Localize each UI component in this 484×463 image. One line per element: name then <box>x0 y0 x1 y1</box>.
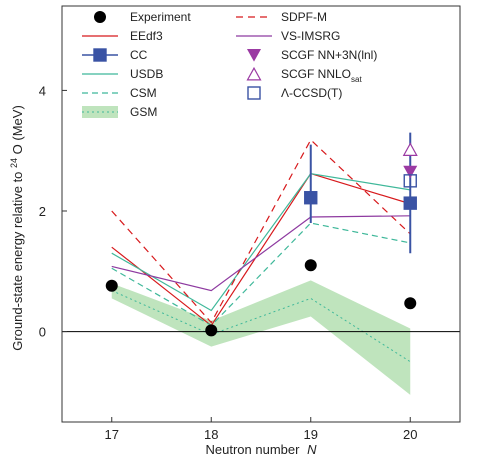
experiment-point <box>404 297 417 310</box>
usdb-line <box>111 172 411 312</box>
y-tick-label: 4 <box>39 83 46 98</box>
scgf-nnlo-point <box>402 142 418 156</box>
legend-gsm-label: GSM <box>130 105 157 119</box>
legend-gsm-swatch <box>82 106 118 118</box>
y-axis-label-text: Ground-state energy relative to <box>10 168 25 351</box>
x-axis-label-symbol: N <box>307 442 317 457</box>
legend-ccsd-t-marker <box>247 86 261 100</box>
legend-cc-marker <box>93 48 107 62</box>
legend-eedf3-label: EEdf3 <box>130 29 163 43</box>
error-bars-layer <box>309 132 412 254</box>
experiment-point <box>304 259 317 272</box>
legend-experiment-label: Experiment <box>130 10 191 24</box>
axes-layer: 17 18 19 20 024 Neutron number N Ground-sta… <box>5 5 461 457</box>
legend-scgf-nnlo-label: SCGF NNLOsat <box>281 67 362 84</box>
y-tick-label: 0 <box>39 325 46 340</box>
legend-sdpf-m-label: SDPF-M <box>281 10 327 24</box>
y-axis-label: Ground-state energy relative to 24 O (Me… <box>5 105 25 351</box>
legend-vs-imsrg-label: VS-IMSRG <box>281 29 340 43</box>
gsm-band <box>111 280 411 395</box>
x-axis-label-text: Neutron number <box>206 442 301 457</box>
scgf-nn-3n-lnl-point <box>403 165 418 179</box>
gsm-central-line <box>111 290 411 363</box>
legend: Experiment EEdf3 CC USDB CSM GSM SDPF-M VS-IMSR… <box>82 10 377 119</box>
legend-experiment-marker <box>94 11 106 23</box>
x-tick-label: 20 <box>403 427 417 442</box>
markers-layer <box>105 142 418 337</box>
cc-point <box>403 196 417 210</box>
legend-ccsd-t-label: Λ-CCSD(T) <box>281 86 342 100</box>
gsm-band-layer <box>111 280 411 395</box>
legend-csm-label: CSM <box>130 86 157 100</box>
vs-imsrg-line <box>111 215 411 292</box>
x-tick-label: 19 <box>304 427 318 442</box>
experiment-point <box>105 279 118 292</box>
plot-frame <box>61 5 461 423</box>
y-tick-label: 2 <box>39 204 46 219</box>
eedf3-line <box>111 172 411 327</box>
y-axis-label-unit: O (MeV) <box>10 105 25 154</box>
x-ticks: 17 18 19 20 <box>105 417 417 442</box>
legend-scgf-nnlo-marker <box>246 66 262 81</box>
legend-scgf-nn-3n-lnl-marker <box>246 48 262 62</box>
series-lines-layer <box>111 138 411 327</box>
experiment-point <box>205 324 218 337</box>
legend-usdb-label: USDB <box>130 67 163 81</box>
sdpf-m-line <box>111 138 411 324</box>
legend-cc-label: CC <box>130 48 148 62</box>
x-tick-label: 17 <box>105 427 119 442</box>
y-axis-label-superscript: 24 <box>9 158 19 168</box>
legend-scgf-nnlo-label-subscript: sat <box>351 75 362 84</box>
x-tick-label: 18 <box>204 427 218 442</box>
y-ticks: 0 2 4 <box>39 83 67 340</box>
legend-scgf-nn-3n-lnl-label: SCGF NN+3N(lnl) <box>281 48 377 62</box>
x-axis-label: Neutron number N <box>206 442 318 457</box>
cc-point <box>304 191 318 205</box>
ccsd-t-point <box>403 174 417 188</box>
